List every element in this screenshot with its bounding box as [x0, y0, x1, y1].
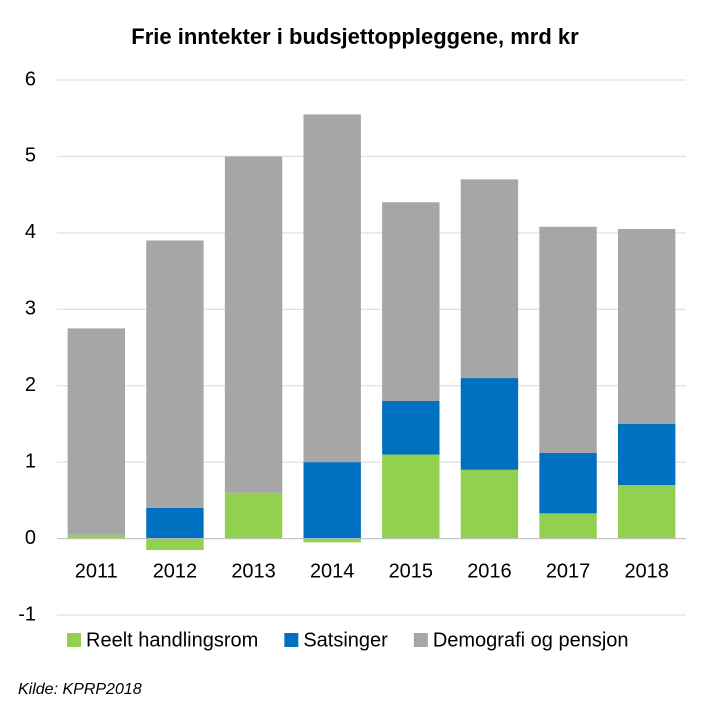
bar-segment: [67, 534, 126, 539]
bar-segment: [617, 229, 676, 424]
bar-segment: [460, 469, 519, 539]
y-tick-label: 3: [25, 298, 36, 320]
x-tick-label: 2014: [310, 560, 355, 582]
bar-segment: [303, 114, 361, 463]
legend-swatch: [413, 633, 428, 647]
bar-segment: [146, 240, 204, 508]
y-tick-label: -1: [18, 603, 36, 625]
bar-segment: [224, 156, 283, 493]
legend-label: Reelt handlingsrom: [86, 629, 258, 651]
y-tick-label: 5: [25, 145, 36, 167]
bar-segment: [460, 179, 519, 379]
y-tick-label: 4: [25, 221, 36, 243]
bar-segment: [224, 492, 283, 539]
y-tick-label: 0: [25, 527, 36, 549]
legend-swatch: [284, 633, 299, 647]
x-tick-label: 2011: [75, 560, 118, 582]
x-tick-label: 2017: [546, 560, 591, 582]
bar-segment: [460, 378, 519, 470]
bar-segment: [303, 538, 361, 543]
x-tick-label: 2012: [153, 560, 198, 582]
x-tick-label: 2018: [624, 560, 669, 582]
x-tick-label: 2016: [467, 560, 512, 582]
bar-segment: [303, 462, 361, 539]
bar-segment: [617, 423, 676, 486]
bar-segment: [67, 328, 126, 535]
legend-label: Satsinger: [303, 629, 388, 651]
x-tick-label: 2013: [231, 560, 276, 582]
source: Kilde: KPRP2018: [18, 681, 142, 698]
y-tick-label: 1: [25, 450, 36, 472]
legend-label: Demografi og pensjon: [433, 629, 629, 651]
y-tick-label: 2: [25, 374, 36, 396]
bar-segment: [539, 226, 597, 453]
bar-segment: [146, 508, 204, 539]
bar-segment: [617, 485, 676, 539]
y-tick-label: 6: [25, 68, 36, 90]
bar-segment: [539, 452, 597, 514]
bar-segment: [382, 454, 440, 539]
x-tick-label: 2015: [389, 560, 434, 582]
bar-segment: [382, 401, 440, 455]
legend-swatch: [67, 633, 81, 647]
bar-segment: [146, 538, 204, 551]
chart-title: Frie inntekter i budsjettoppleggene, mrd…: [131, 24, 579, 49]
bar-segment: [382, 202, 440, 401]
bar-segment: [539, 513, 597, 539]
